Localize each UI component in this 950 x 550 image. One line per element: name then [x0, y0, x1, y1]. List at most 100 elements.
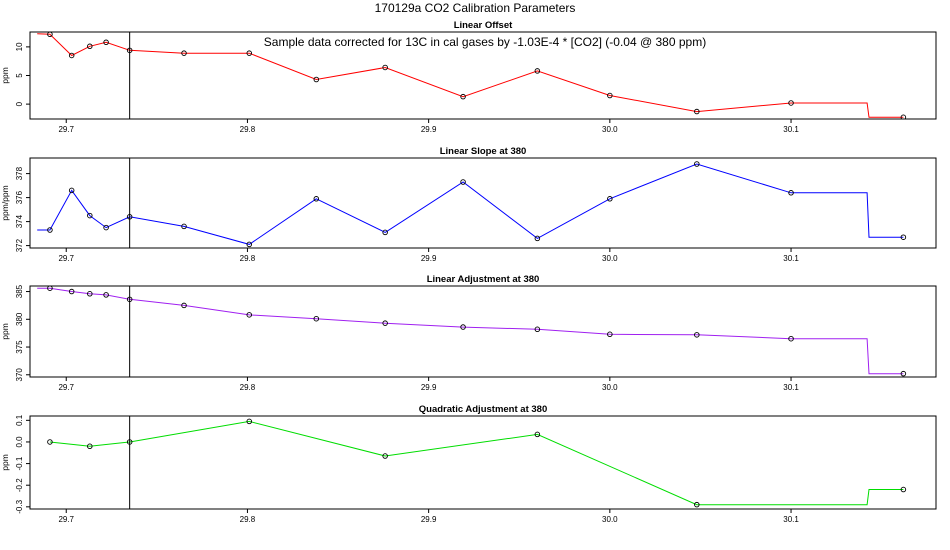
data-point: [246, 418, 253, 425]
x-tick-label: 30.0: [602, 254, 618, 263]
chart-title: Linear Offset: [454, 20, 513, 31]
x-tick-label: 29.9: [421, 515, 437, 524]
data-point: [534, 326, 541, 333]
x-tick-label: 29.9: [421, 383, 437, 392]
data-point: [87, 443, 93, 450]
y-tick-label: 378: [15, 166, 24, 180]
data-point: [382, 453, 388, 459]
series-line: [37, 163, 904, 245]
chart-panels: Linear Offset ppm 29.7 29.8 29.9 30.0 30.1 0 5 10…: [0, 20, 937, 524]
data-point: [47, 32, 53, 38]
plot-frame: [29, 157, 937, 249]
data-point: [313, 196, 320, 202]
data-point: [103, 292, 109, 298]
data-point: [382, 64, 388, 71]
data-point: [607, 92, 613, 99]
data-point: [87, 291, 93, 297]
data-point: [87, 43, 93, 50]
data-point: [68, 288, 75, 295]
data-point: [246, 50, 253, 56]
data-point: [534, 68, 541, 74]
x-tick-label: 29.7: [58, 383, 74, 392]
data-point: [313, 315, 320, 322]
x-tick-label: 29.9: [421, 125, 437, 134]
y-tick-label: 0.1: [15, 414, 24, 426]
data-point: [460, 93, 466, 100]
data-point: [382, 320, 388, 326]
x-tick-label: 29.9: [421, 254, 437, 263]
data-point: [788, 335, 794, 342]
plot-area: [37, 32, 907, 119]
plot-area: [47, 416, 907, 509]
data-point: [900, 370, 907, 377]
chart-title: Linear Adjustment at 380: [427, 274, 540, 285]
y-tick-label: -0.3: [15, 499, 24, 513]
page-title: 170129a CO2 Calibration Parameters: [375, 1, 576, 15]
series-line: [37, 33, 904, 118]
data-point: [126, 47, 133, 54]
x-tick-label: 30.0: [602, 383, 618, 392]
data-point: [181, 50, 187, 56]
chart-title: Quadratic Adjustment at 380: [419, 404, 547, 415]
series-line: [37, 287, 904, 375]
x-tick-label: 30.1: [783, 254, 799, 263]
data-point: [103, 224, 109, 231]
x-tick-label: 29.8: [240, 254, 256, 263]
x-tick-label: 29.7: [58, 125, 74, 134]
data-point: [103, 39, 109, 46]
data-point: [181, 302, 187, 309]
y-tick-label: 385: [15, 284, 24, 298]
x-tick-label: 29.8: [240, 383, 256, 392]
data-point: [313, 76, 320, 83]
data-point: [607, 331, 613, 338]
data-point: [900, 486, 907, 493]
chart-panel: Linear Offset ppm 29.7 29.8 29.9 30.0 30.1 0 5 10: [0, 20, 937, 134]
plot-area: [37, 158, 907, 248]
data-point: [534, 235, 541, 242]
data-point: [126, 439, 133, 445]
y-axis-label: ppm: [0, 323, 10, 340]
x-tick-label: 30.1: [783, 383, 799, 392]
plot-frame: [29, 285, 937, 378]
x-tick-label: 30.0: [602, 125, 618, 134]
y-tick-label: 375: [15, 340, 24, 354]
y-tick-label: 0: [15, 101, 24, 106]
data-point: [246, 241, 253, 248]
chart-panel: Linear Adjustment at 380 ppm 29.7 29.8 29.9 3…: [0, 274, 937, 392]
data-point: [47, 439, 53, 445]
data-point: [694, 108, 700, 115]
data-point: [607, 196, 613, 202]
data-point: [126, 296, 133, 303]
data-point: [68, 52, 75, 59]
data-point: [460, 324, 466, 330]
y-tick-label: 380: [15, 312, 24, 326]
data-point: [126, 214, 133, 220]
chart-panel: Linear Slope at 380 ppm/ppm 29.7 29.8 29.9 30…: [0, 146, 937, 263]
data-point: [246, 312, 253, 318]
data-point: [694, 161, 700, 167]
data-point: [87, 212, 93, 219]
data-point: [68, 187, 75, 194]
x-tick-label: 29.7: [58, 254, 74, 263]
data-point: [900, 234, 907, 240]
y-tick-label: -0.1: [15, 456, 24, 470]
x-tick-label: 30.1: [783, 515, 799, 524]
data-point: [47, 227, 53, 233]
data-point: [460, 179, 466, 185]
y-tick-label: 370: [15, 368, 24, 382]
plot-frame: [29, 415, 937, 510]
y-tick-label: 376: [15, 190, 24, 204]
data-point: [47, 286, 53, 291]
data-point: [694, 332, 700, 338]
x-tick-label: 30.1: [783, 125, 799, 134]
y-axis-label: ppm: [0, 454, 10, 471]
data-point: [788, 190, 794, 196]
x-tick-label: 29.8: [240, 515, 256, 524]
data-point: [900, 114, 907, 119]
x-tick-label: 29.8: [240, 125, 256, 134]
chart-panel: Quadratic Adjustment at 380 ppm 29.7 29.8 29…: [0, 404, 937, 524]
y-tick-label: 374: [15, 214, 24, 228]
x-tick-label: 30.0: [602, 515, 618, 524]
y-tick-label: 0.0: [15, 436, 24, 448]
y-axis-label: ppm/ppm: [0, 185, 10, 220]
